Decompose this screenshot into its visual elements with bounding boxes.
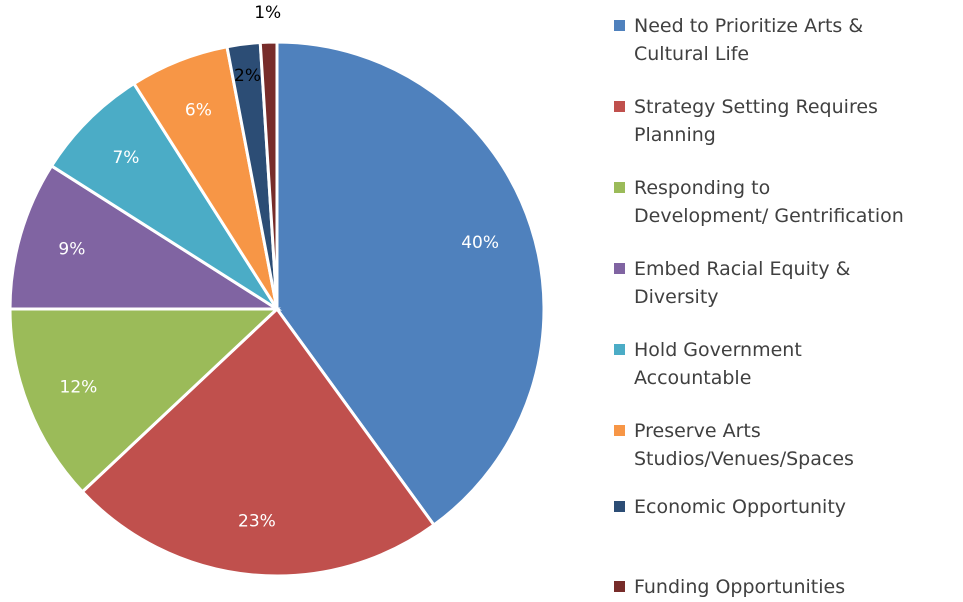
legend-swatch xyxy=(614,501,625,512)
legend-item: Responding to Development/ Gentrificatio… xyxy=(614,174,904,230)
legend-label: Need to Prioritize Arts & Cultural Life xyxy=(634,15,864,65)
legend-label: Hold Government Accountable xyxy=(634,339,802,389)
legend-swatch xyxy=(614,20,625,31)
legend-item: Economic Opportunity xyxy=(614,493,846,521)
data-label: 9% xyxy=(58,239,85,259)
pie-slice xyxy=(80,306,437,578)
chart: 40% 23% 12% 9% 7% 6% 2% 1% xyxy=(8,3,546,578)
legend-label: Responding to Development/ Gentrificatio… xyxy=(634,177,904,227)
data-label: 12% xyxy=(60,378,98,398)
data-label: 7% xyxy=(112,148,139,168)
legend-label: Economic Opportunity xyxy=(634,496,847,518)
legend-swatch xyxy=(614,425,625,436)
data-label: 1% xyxy=(254,3,281,23)
legend-swatch xyxy=(614,344,625,355)
legend-label: Strategy Setting Requires Planning xyxy=(634,96,878,146)
legend-item: Strategy Setting Requires Planning xyxy=(614,93,878,149)
legend-item: Need to Prioritize Arts & Cultural Life xyxy=(614,12,863,68)
pie-slice xyxy=(49,81,279,311)
legend-item: Embed Racial Equity & Diversity xyxy=(614,255,850,311)
data-label: 6% xyxy=(185,100,212,120)
pie-slice xyxy=(275,40,546,528)
legend-label: Embed Racial Equity & Diversity xyxy=(634,258,851,308)
pie-slice xyxy=(8,307,281,494)
legend-item: Funding Opportunities xyxy=(614,573,845,601)
data-label: 40% xyxy=(461,233,499,253)
legend-label: Preserve Arts Studios/Venues/Spaces xyxy=(634,420,854,470)
legend-label: Funding Opportunities xyxy=(634,576,846,598)
legend-item: Hold Government Accountable xyxy=(614,336,802,392)
legend-item: Preserve Arts Studios/Venues/Spaces xyxy=(614,417,854,473)
legend-swatch xyxy=(614,101,625,112)
legend-swatch xyxy=(614,581,625,592)
data-label: 23% xyxy=(238,512,276,532)
legend-swatch xyxy=(614,263,625,274)
pie-slice xyxy=(258,40,279,310)
pie-slice xyxy=(8,163,283,311)
data-label: 2% xyxy=(234,66,261,86)
legend-swatch xyxy=(614,182,625,193)
